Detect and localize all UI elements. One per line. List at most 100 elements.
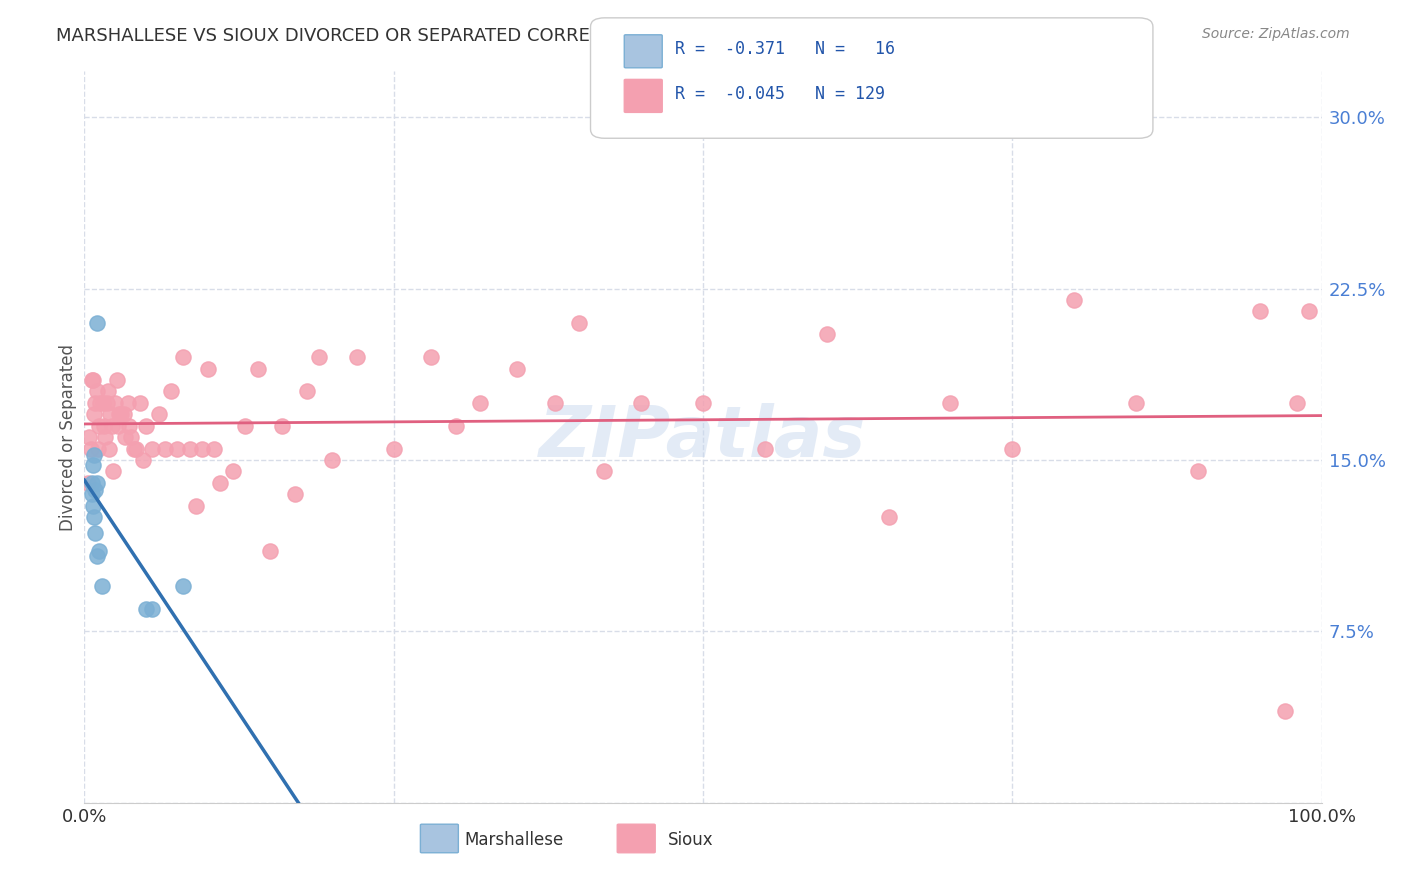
Point	[79, 430, 101, 444]
Point	[110, 407, 132, 421]
Point	[86, 316, 108, 330]
Point	[89, 418, 111, 433]
Point	[82, 373, 104, 387]
Point	[153, 442, 176, 456]
Point	[1298, 304, 1320, 318]
Point	[83, 449, 105, 463]
Point	[91, 396, 114, 410]
Point	[84, 526, 107, 541]
Point	[1274, 705, 1296, 719]
Point	[815, 327, 838, 342]
Point	[107, 418, 129, 433]
Point	[184, 499, 207, 513]
Point	[1001, 442, 1024, 456]
Point	[877, 510, 900, 524]
Point	[754, 442, 776, 456]
Point	[419, 350, 441, 364]
Point	[104, 396, 127, 410]
Text: Source: ZipAtlas.com: Source: ZipAtlas.com	[1202, 27, 1350, 41]
Point	[135, 601, 157, 615]
Point	[135, 418, 157, 433]
Point	[1125, 396, 1147, 410]
Point	[209, 475, 232, 490]
Point	[80, 373, 103, 387]
Point	[94, 430, 117, 444]
Point	[86, 384, 108, 399]
Point	[148, 407, 170, 421]
Point	[108, 407, 131, 421]
Point	[129, 396, 152, 410]
Text: ZIPatlas: ZIPatlas	[540, 402, 866, 472]
Point	[1187, 464, 1209, 478]
Point	[87, 442, 110, 456]
Point	[141, 442, 163, 456]
Point	[117, 396, 139, 410]
Point	[593, 464, 616, 478]
Point	[284, 487, 307, 501]
Point	[100, 418, 122, 433]
Point	[118, 418, 141, 433]
Point	[77, 475, 100, 490]
Point	[82, 458, 104, 472]
Point	[98, 407, 121, 421]
Point	[179, 442, 201, 456]
Point	[86, 475, 108, 490]
Text: MARSHALLESE VS SIOUX DIVORCED OR SEPARATED CORRELATION CHART: MARSHALLESE VS SIOUX DIVORCED OR SEPARAT…	[56, 27, 723, 45]
Point	[98, 442, 121, 456]
Point	[630, 396, 652, 410]
Text: Marshallese: Marshallese	[464, 831, 564, 849]
Point	[202, 442, 225, 456]
Point	[166, 442, 188, 456]
Point	[84, 483, 107, 497]
Point	[93, 418, 115, 433]
Point	[96, 396, 118, 410]
Point	[506, 361, 529, 376]
Point	[112, 407, 135, 421]
Point	[89, 544, 111, 558]
Point	[83, 407, 105, 421]
Point	[321, 453, 343, 467]
Point	[86, 549, 108, 563]
Point	[141, 601, 163, 615]
Point	[172, 350, 194, 364]
Point	[1285, 396, 1308, 410]
Point	[122, 442, 145, 456]
Text: R =  -0.371   N =   16: R = -0.371 N = 16	[675, 40, 894, 58]
Point	[382, 442, 405, 456]
Text: Sioux: Sioux	[668, 831, 713, 849]
Text: R =  -0.045   N = 129: R = -0.045 N = 129	[675, 85, 884, 103]
Point	[197, 361, 219, 376]
Point	[222, 464, 245, 478]
Point	[131, 453, 153, 467]
Point	[114, 430, 136, 444]
Point	[84, 396, 107, 410]
Point	[160, 384, 183, 399]
Point	[271, 418, 294, 433]
Point	[82, 499, 104, 513]
Point	[90, 579, 112, 593]
Point	[125, 442, 148, 456]
Point	[97, 384, 120, 399]
Point	[346, 350, 368, 364]
Point	[259, 544, 281, 558]
Point	[692, 396, 714, 410]
Point	[568, 316, 591, 330]
Point	[246, 361, 269, 376]
Point	[308, 350, 330, 364]
Point	[233, 418, 256, 433]
Point	[172, 579, 194, 593]
Point	[470, 396, 492, 410]
Point	[89, 396, 111, 410]
Point	[101, 464, 124, 478]
Point	[80, 475, 103, 490]
Point	[1249, 304, 1271, 318]
Point	[191, 442, 214, 456]
Point	[83, 510, 105, 524]
Point	[295, 384, 318, 399]
Point	[444, 418, 467, 433]
Point	[1063, 293, 1085, 307]
Y-axis label: Divorced or Separated: Divorced or Separated	[59, 343, 77, 531]
Point	[80, 487, 103, 501]
Point	[79, 442, 101, 456]
Point	[543, 396, 565, 410]
